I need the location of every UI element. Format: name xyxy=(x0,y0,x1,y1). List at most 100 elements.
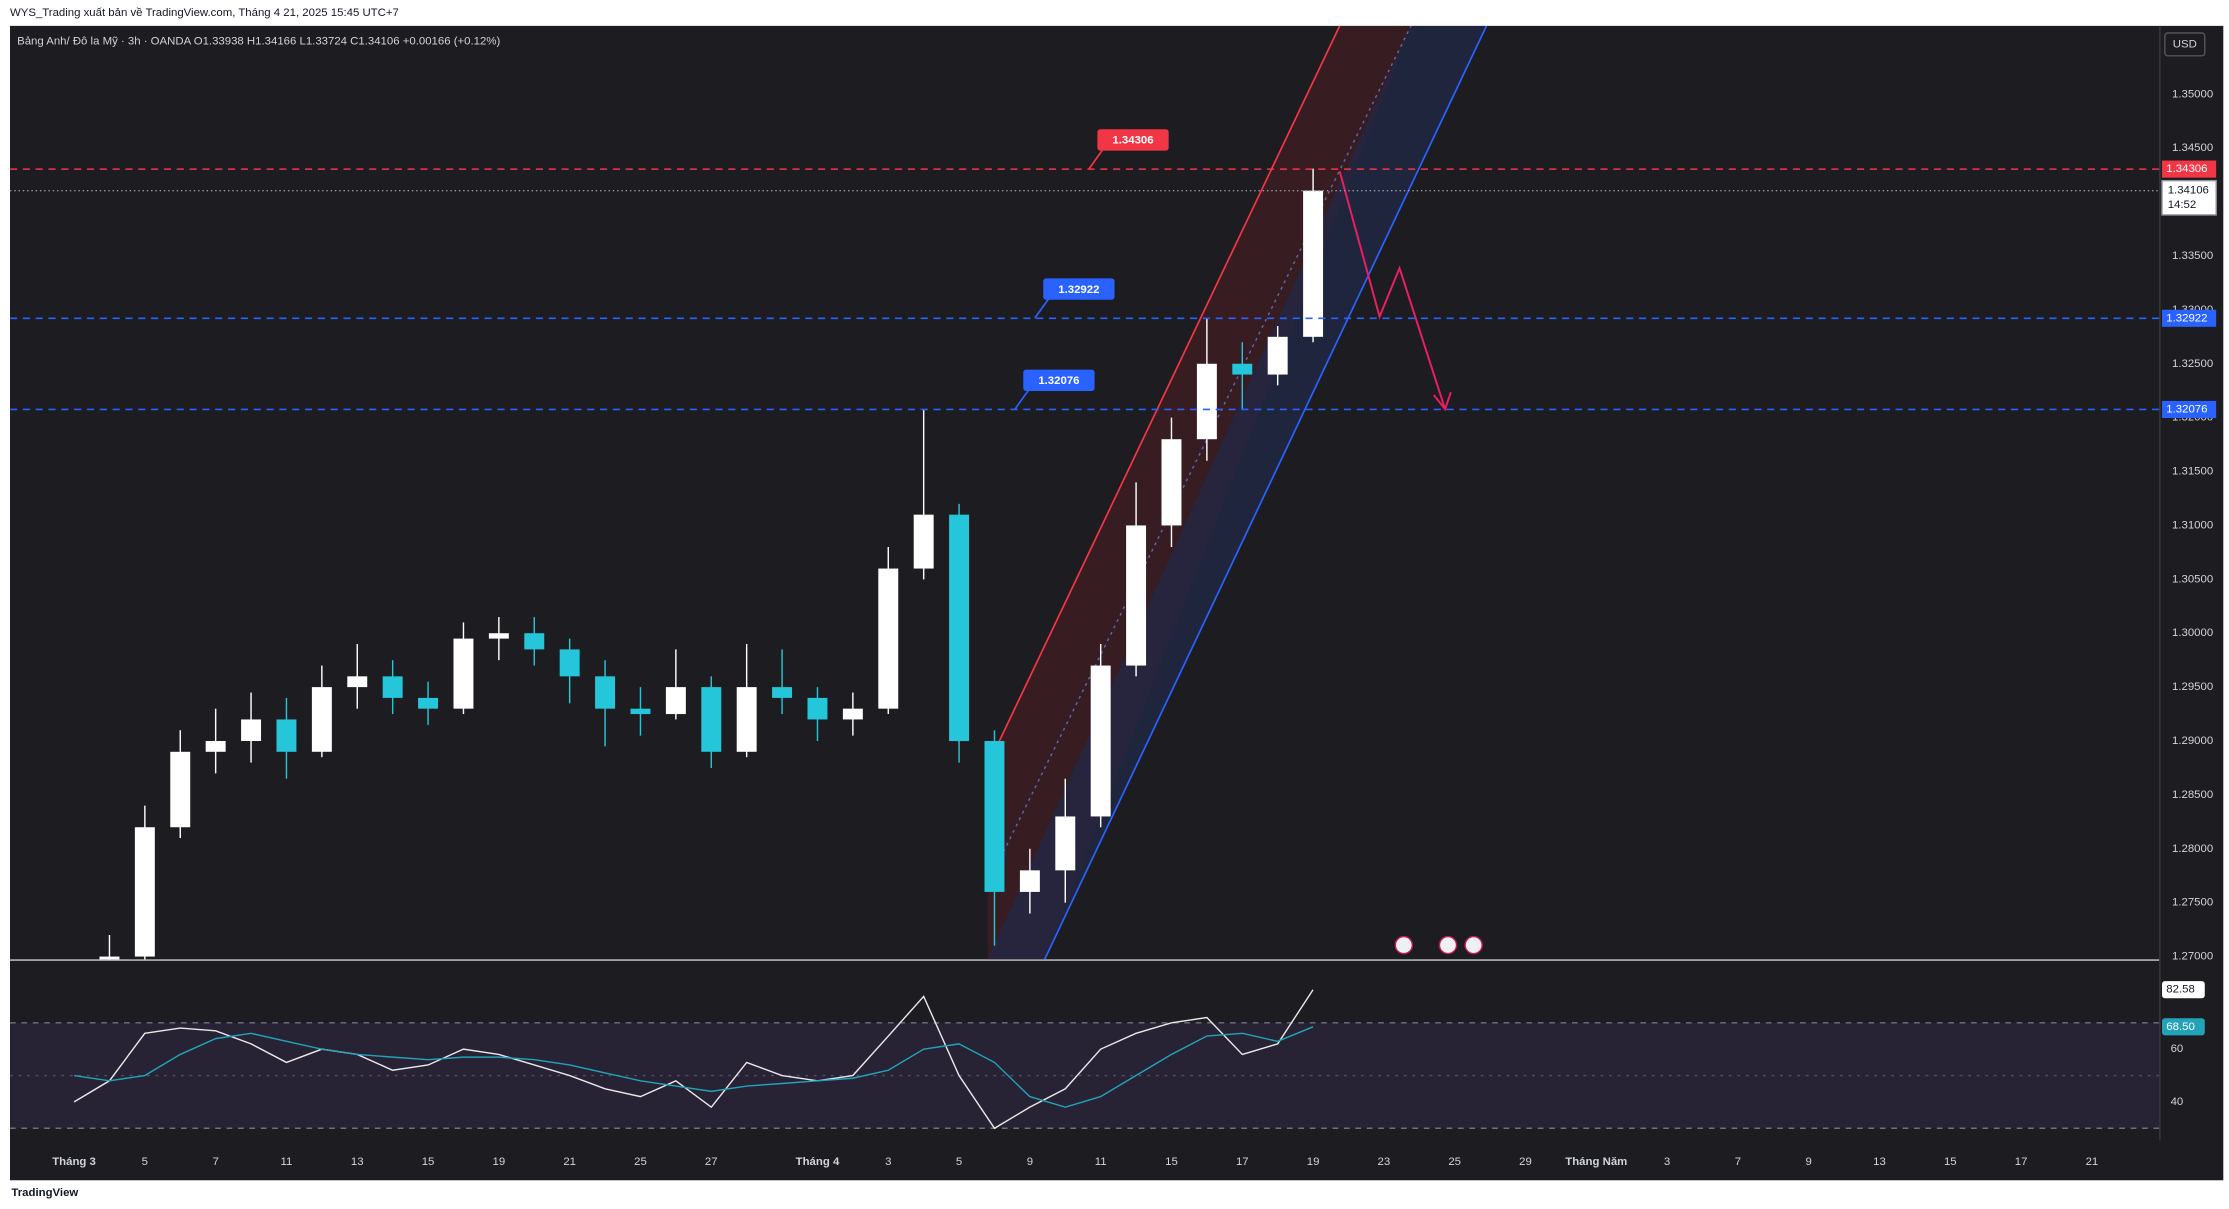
currency: USD xyxy=(2173,38,2197,50)
arrow-head xyxy=(1432,391,1452,412)
callout-box xyxy=(1023,369,1095,391)
x-tick-label: 11 xyxy=(1095,1156,1107,1168)
x-tick-label: Tháng Năm xyxy=(1565,1156,1627,1168)
axis-price-box xyxy=(2162,160,2217,178)
x-tick-label: 5 xyxy=(142,1156,148,1168)
candle-body xyxy=(1196,363,1217,440)
callout-box xyxy=(1097,129,1169,151)
x-tick-label: 17 xyxy=(1236,1156,1249,1168)
x-tick-label: 21 xyxy=(563,1156,576,1168)
candle-body xyxy=(665,687,686,715)
rsi-line xyxy=(73,989,1314,1130)
candle-body xyxy=(1019,870,1040,892)
y-tick-label: 1.27000 xyxy=(2172,951,2213,963)
x-tick-label: 9 xyxy=(1806,1156,1812,1168)
channel-mid-line xyxy=(987,25,1412,885)
price-pane xyxy=(99,168,1324,960)
countdown: 14:52 xyxy=(2168,199,2197,211)
rsi-pane xyxy=(9,989,2160,1130)
candle-body xyxy=(170,751,191,828)
channel-lower-line xyxy=(1043,25,1488,960)
candle-body xyxy=(559,649,580,677)
axis-price-label: 1.34306 xyxy=(2166,163,2207,175)
y-tick-label: 1.33500 xyxy=(2172,250,2213,262)
x-tick-label: 21 xyxy=(2086,1156,2099,1168)
axis-price-label: 1.32076 xyxy=(2166,403,2207,415)
x-tick-label: 17 xyxy=(2015,1156,2028,1168)
x-tick-label: 25 xyxy=(1448,1156,1461,1168)
candle-body xyxy=(347,676,368,688)
x-tick-label: 23 xyxy=(1378,1156,1391,1168)
x-tick-label: 13 xyxy=(351,1156,364,1168)
callout-label: 1.34306 xyxy=(1112,135,1153,147)
x-tick-label: 19 xyxy=(1307,1156,1320,1168)
x-tick-label: 3 xyxy=(1664,1156,1670,1168)
rsi-tick-label: 60 xyxy=(2171,1043,2184,1055)
y-tick-label: 1.31000 xyxy=(2172,519,2213,531)
callout-label: 1.32076 xyxy=(1038,375,1079,387)
candle-body xyxy=(736,687,757,752)
candle-body xyxy=(241,719,262,742)
candle-body xyxy=(382,676,403,698)
x-tick-label: 9 xyxy=(1027,1156,1033,1168)
y-tick-label: 1.32500 xyxy=(2172,358,2213,370)
rsi-value-label: 68.50 xyxy=(2166,1021,2195,1033)
candle-body xyxy=(772,687,793,698)
y-tick-label: 1.35000 xyxy=(2172,88,2213,100)
x-tick-label: 13 xyxy=(1873,1156,1886,1168)
x-tick-label: 29 xyxy=(1519,1156,1532,1168)
axis-price-label: 1.32922 xyxy=(2166,312,2207,324)
x-tick-label: 5 xyxy=(956,1156,962,1168)
publisher: WYS_Trading xuất bản về TradingView.com,… xyxy=(10,7,399,19)
rsi-value-box xyxy=(2162,981,2205,999)
x-tick-label: 15 xyxy=(1165,1156,1178,1168)
candle-body xyxy=(276,719,297,752)
y-tick-label: 1.27500 xyxy=(2172,897,2213,909)
candle-body xyxy=(1161,439,1182,526)
channel-lower-fill xyxy=(987,25,1487,960)
candle-body xyxy=(1126,525,1147,666)
candle-body xyxy=(1303,190,1324,337)
candle-body xyxy=(701,687,722,752)
rsi-value-label: 82.58 xyxy=(2166,984,2195,996)
y-tick-label: 1.29000 xyxy=(2172,735,2213,747)
candle-body xyxy=(1055,816,1076,871)
symbol-info: Bảng Anh/ Đô la Mỹ · 3h · OANDA O1.33938… xyxy=(17,36,500,48)
candle-body xyxy=(842,708,863,720)
candle-body xyxy=(134,827,155,957)
candle-body xyxy=(524,633,545,650)
event-icon xyxy=(1394,935,1414,955)
currency-box xyxy=(2164,32,2206,57)
x-tick-label: Tháng 3 xyxy=(52,1156,96,1168)
candle-body xyxy=(453,638,474,709)
y-tick-label: 1.30500 xyxy=(2172,573,2213,585)
x-tick-label: 15 xyxy=(1944,1156,1957,1168)
candle-body xyxy=(418,697,439,709)
y-tick-label: 1.28500 xyxy=(2172,789,2213,801)
candle-body xyxy=(949,514,970,742)
y-tick-label: 1.28000 xyxy=(2172,843,2213,855)
candle-body xyxy=(205,741,226,752)
candle-body xyxy=(595,676,616,709)
rsi-line xyxy=(74,1026,1314,1108)
candle-body xyxy=(984,741,1005,892)
candle-body xyxy=(1267,336,1288,375)
x-tick-label: 3 xyxy=(885,1156,891,1168)
y-tick-label: 1.34500 xyxy=(2172,142,2213,154)
callout-pointer xyxy=(1014,389,1030,410)
axis-price-box xyxy=(2162,309,2217,327)
candle-body xyxy=(99,956,120,960)
event-icon xyxy=(1438,935,1458,955)
candle-body xyxy=(630,708,651,715)
axis-price-box xyxy=(2162,400,2217,419)
x-tick-label: Tháng 4 xyxy=(796,1156,840,1168)
x-tick-label: 11 xyxy=(281,1156,293,1168)
candle-body xyxy=(1232,363,1253,375)
x-tick-label: 25 xyxy=(634,1156,647,1168)
callout-pointer xyxy=(1088,148,1104,170)
y-tick-label: 1.30000 xyxy=(2172,627,2213,639)
x-tick-label: 27 xyxy=(705,1156,718,1168)
candle-body xyxy=(311,687,332,752)
brand: TradingView xyxy=(11,1187,78,1199)
